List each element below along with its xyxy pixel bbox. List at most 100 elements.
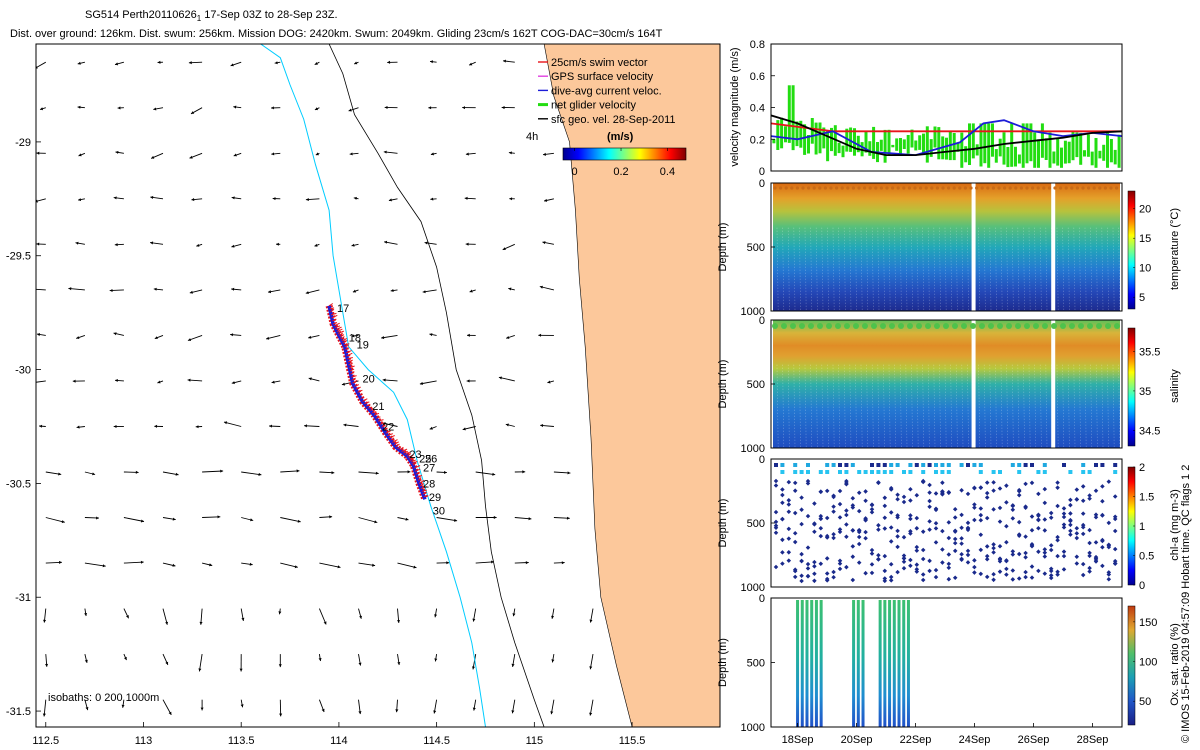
current-vector-head <box>113 425 117 428</box>
current-vector-head <box>276 242 279 246</box>
surface-sample <box>896 186 900 190</box>
day-label: 26 <box>425 453 437 465</box>
chla-sample <box>799 558 804 564</box>
chla-surface-sample <box>1094 463 1098 467</box>
current-vector-head <box>405 517 409 521</box>
chla-surface-sample <box>1010 463 1015 467</box>
current-vector-head <box>331 471 335 475</box>
current-vector-head <box>231 287 235 291</box>
current-vector-head <box>498 376 502 380</box>
chla-colorbar-tick-label: 0.5 <box>1139 551 1154 563</box>
chla-sample <box>927 519 932 524</box>
current-vector-head <box>230 63 234 67</box>
chla-sample <box>792 539 798 545</box>
current-vector-head <box>308 377 312 381</box>
current-vector-head <box>589 666 593 670</box>
chla-sample <box>888 525 894 530</box>
title-line-2: Dist. over ground: 126km. Dist. swum: 25… <box>10 28 663 40</box>
legend-label: sfc geo. vel. 28-Sep-2011 <box>551 114 676 126</box>
current-vector-head <box>353 196 357 200</box>
chla-sample <box>1029 541 1035 547</box>
chla-sample <box>895 513 900 518</box>
speed-colorbar-tick-label: 0.4 <box>660 166 675 178</box>
chla-sample <box>1100 484 1105 489</box>
current-vector-head <box>117 106 121 110</box>
current-vector <box>319 562 341 568</box>
current-vector-head <box>372 563 376 567</box>
dive-profile <box>1073 227 1076 311</box>
isobath-200m <box>260 44 486 727</box>
chla-sample <box>1080 524 1086 530</box>
current-vector-head <box>279 713 283 717</box>
current-vector-head <box>419 381 423 385</box>
chla-surface-sample <box>1100 463 1105 467</box>
chla-sample <box>786 502 792 507</box>
chla-surface-sample <box>1017 463 1022 467</box>
coastline <box>543 44 633 727</box>
temperature-section <box>773 183 1121 311</box>
current-vector-head <box>305 291 309 295</box>
swim-vector <box>355 386 361 390</box>
chla-sample <box>1106 577 1112 582</box>
chla-surface-sample <box>1113 470 1118 474</box>
chla-sample <box>856 541 862 547</box>
dive-profile <box>804 227 807 311</box>
current-vector-head <box>528 517 532 521</box>
current-vector-head <box>589 712 593 716</box>
salinity-y-tick-label: 1000 <box>741 443 765 455</box>
oxygen-colorbar-label: Ox. sat. ratio (%) <box>1169 623 1181 706</box>
salinity-colorbar-tick-label: 35 <box>1139 386 1151 398</box>
surface-sample <box>969 186 973 190</box>
oxygen-colorbar-tick-label: 150 <box>1139 617 1157 629</box>
chla-sample <box>1074 554 1080 559</box>
chla-sample <box>824 556 830 561</box>
dive-profile <box>843 364 846 448</box>
surface-sample <box>907 186 912 190</box>
current-vector-head <box>45 663 49 667</box>
chla-surface-sample <box>818 470 823 474</box>
chla-surface-sample <box>1017 470 1022 474</box>
velocity-ylabel: velocity magnitude (m/s) <box>729 47 741 166</box>
current-vector-head <box>407 470 411 474</box>
swim-vector <box>375 416 381 419</box>
surface-sample <box>1098 186 1102 190</box>
chla-sample <box>818 561 824 566</box>
current-vector-head <box>314 243 318 247</box>
chla-sample <box>1055 503 1060 509</box>
chla-surface-sample <box>806 463 810 467</box>
surface-sample <box>1060 323 1066 329</box>
current-vector-head <box>189 290 193 294</box>
chla-colorbar-tick-label: 1.5 <box>1139 492 1154 504</box>
current-vector-head <box>308 335 312 339</box>
chla-surface-sample <box>882 463 887 467</box>
current-vector-head <box>271 380 275 384</box>
date-x-tick-label: 18Sep <box>782 734 814 746</box>
current-vector-head <box>522 470 526 474</box>
dive-profile <box>1045 227 1048 311</box>
current-vector-head <box>304 424 307 428</box>
chla-sample <box>991 488 996 493</box>
current-vector-head <box>501 106 505 110</box>
current-vector-head <box>429 333 433 337</box>
dive-profile <box>832 227 835 311</box>
swim-vector <box>335 326 342 331</box>
chla-sample <box>991 545 996 551</box>
chla-sample <box>1093 540 1099 545</box>
day-label: 25 <box>419 453 431 465</box>
chla-sample <box>1106 542 1112 547</box>
dive-profile <box>1034 364 1037 448</box>
surface-sample <box>1025 186 1029 190</box>
current-vector-head <box>444 470 447 474</box>
swim-vector <box>347 357 353 360</box>
current-vector-head <box>358 662 362 666</box>
swim-vector <box>357 389 363 393</box>
surface-sample <box>898 323 904 329</box>
chla-surface-sample <box>1113 463 1118 467</box>
current-vector-head <box>109 289 113 292</box>
current-vector-head <box>540 424 544 428</box>
chla-surface-sample <box>908 470 913 474</box>
surface-sample <box>934 323 940 329</box>
current-vector-head <box>430 197 434 201</box>
dive-profile <box>967 227 969 311</box>
date-x-tick-label: 20Sep <box>841 734 873 746</box>
